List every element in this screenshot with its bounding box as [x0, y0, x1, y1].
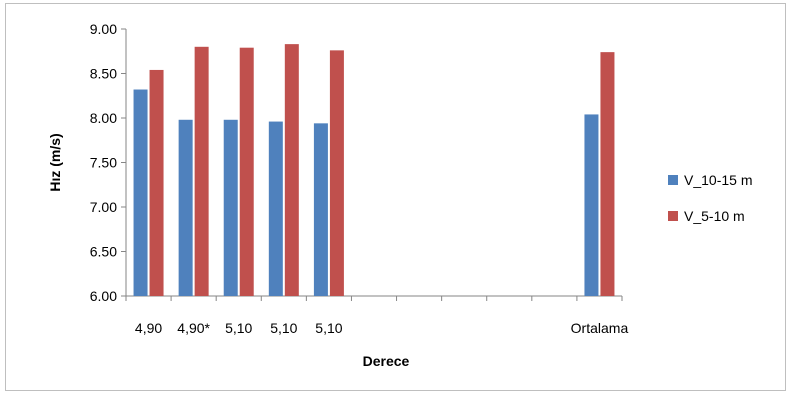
bar-v-5-10 [194, 46, 209, 296]
y-tick-label: 6.50 [90, 244, 117, 260]
bar-v-5-10 [600, 52, 615, 296]
y-tick-label: 8.00 [90, 110, 117, 126]
bar-v-5-10 [284, 44, 299, 296]
y-tick-label: 6.00 [90, 288, 117, 304]
bar-v-10-15 [178, 119, 193, 296]
chart-area: 6.00 6.50 7.00 7.50 8.00 8.50 9.00 4,90 4,90* 5,1… [5, 3, 786, 391]
bar-v-10-15 [133, 89, 148, 297]
x-tick-label: 4,90 [135, 320, 162, 336]
x-tick-label: 5,10 [315, 320, 342, 336]
legend-swatch [668, 175, 678, 185]
bar-v-5-10 [329, 50, 344, 296]
bar-v-5-10 [239, 47, 254, 296]
bar-chart: 6.00 6.50 7.00 7.50 8.00 8.50 9.00 4,90 4,90* 5,1… [47, 21, 752, 369]
x-tick-label: 5,10 [225, 320, 252, 336]
y-axis-title: Hız (m/s) [47, 133, 63, 191]
bar-v-10-15 [223, 119, 238, 296]
bar-v-10-15 [313, 123, 328, 296]
x-tick-label: Ortalama [571, 320, 629, 336]
y-tick-label: 8.50 [90, 66, 117, 82]
bar-v-10-15 [584, 114, 599, 296]
legend-label: V_10-15 m [684, 172, 752, 188]
x-tick-label: 4,90* [177, 320, 210, 336]
bar-v-5-10 [149, 69, 164, 296]
y-tick-label: 9.00 [90, 21, 117, 37]
x-axis-title: Derece [363, 353, 410, 369]
legend-swatch [668, 211, 678, 221]
y-tick-label: 7.50 [90, 155, 117, 171]
bar-v-10-15 [268, 121, 283, 296]
y-tick-label: 7.00 [90, 199, 117, 215]
legend-label: V_5-10 m [684, 208, 745, 224]
x-tick-label: 5,10 [270, 320, 297, 336]
